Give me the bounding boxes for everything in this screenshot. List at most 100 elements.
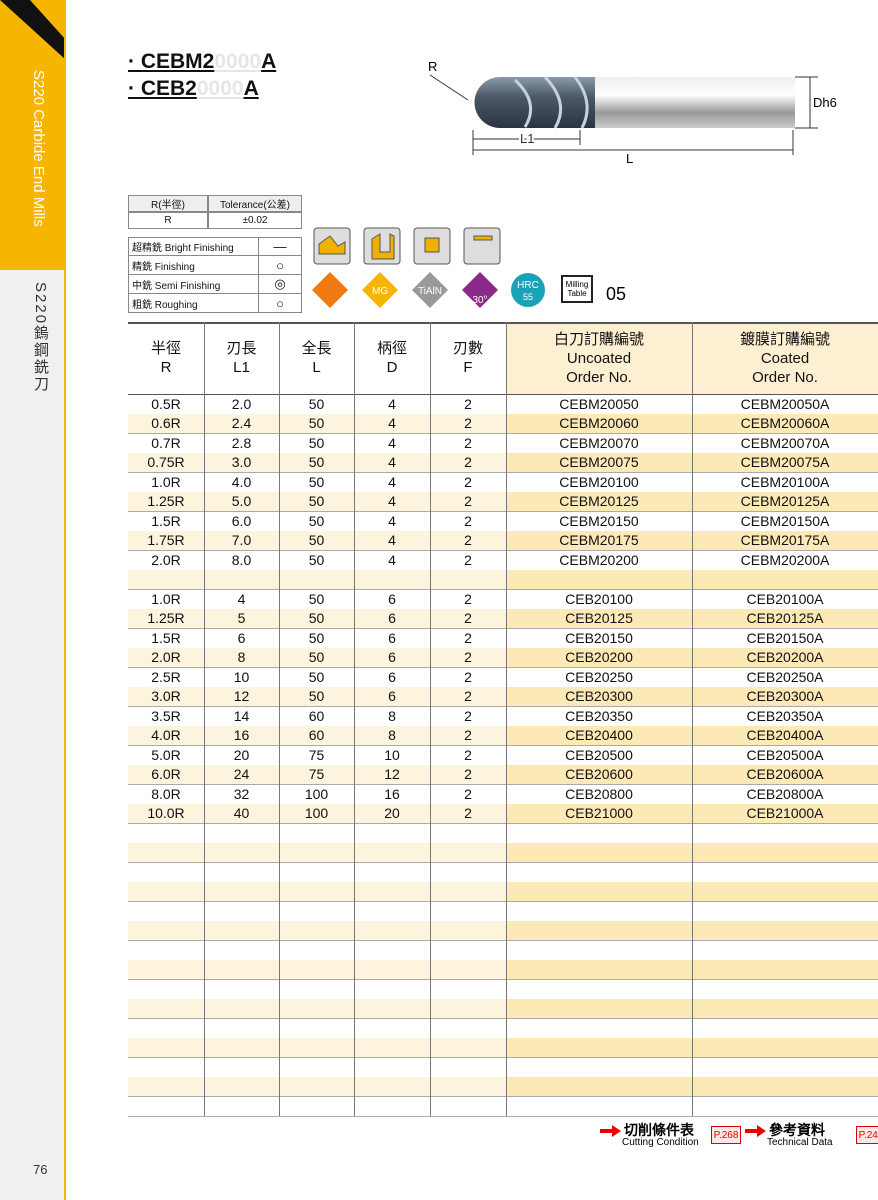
tolerance-cell: Tolerance(公差): [208, 195, 302, 212]
table-cell: 60: [308, 707, 325, 724]
table-cell: 2: [464, 512, 472, 529]
table-cell: 8: [237, 649, 246, 666]
footer-page: P.243: [856, 1126, 878, 1144]
table-cell: 6: [237, 629, 246, 646]
title-part: 0000: [196, 77, 244, 100]
header-top: [128, 322, 878, 324]
table-cell: CEB20250: [565, 668, 633, 685]
table-cell: 2: [464, 590, 472, 607]
header-text: 白刀訂購編號: [553, 330, 644, 348]
table-cell: CEB20350: [565, 707, 633, 724]
table-cell: 1.5R: [151, 512, 181, 529]
table-cell: CEB20200A: [746, 649, 824, 666]
table-cell: 1.5R: [151, 629, 181, 646]
header-text: 全長: [301, 340, 332, 357]
title-part: 0000: [214, 50, 262, 73]
table-cell: 5.0: [231, 493, 252, 510]
table-cell: 6: [388, 629, 396, 646]
row-line: [128, 433, 878, 434]
icon-mg: MG: [372, 286, 388, 297]
table-cell: CEBM20050A: [740, 395, 830, 412]
tool-diagram: R L1 L Dh6: [428, 59, 837, 166]
table-cell: 1.25R: [147, 493, 185, 510]
header-cell: 柄徑 D: [354, 322, 430, 394]
table-cell: 4: [388, 532, 396, 549]
table-cell: 4: [388, 454, 396, 471]
table-cell: 4: [388, 493, 396, 510]
table-cell: CEB20300: [565, 688, 633, 705]
table-cell: 1.25R: [147, 610, 185, 627]
row-line: [128, 862, 878, 863]
table-cell: 20: [384, 805, 400, 822]
table-cell: 4.0: [231, 473, 252, 490]
table-cell: 6.0: [231, 512, 252, 529]
footer-subtitle: Cutting Condition: [622, 1137, 699, 1148]
arrow: [745, 1125, 766, 1137]
row-line: [128, 589, 878, 590]
table-cell: CEB20400A: [746, 727, 824, 744]
title-part: A: [243, 77, 259, 100]
row-line: [128, 667, 878, 668]
row-line: [128, 511, 878, 512]
table-cell: 6: [388, 649, 396, 666]
table-cell: 4: [388, 551, 396, 568]
table-cell: CEB21000A: [746, 805, 824, 822]
row-band: [128, 491, 506, 511]
table-cell: 2: [464, 434, 472, 451]
table-cell: 50: [308, 590, 325, 607]
header-text: Uncoated: [566, 349, 632, 367]
footer-page: P.268: [711, 1126, 741, 1144]
table-cell: 8: [388, 727, 396, 744]
table-cell: 2: [464, 805, 472, 822]
table-cell: 2: [464, 649, 472, 666]
footer-title: 參考資料: [769, 1122, 825, 1138]
label-l: L: [626, 151, 633, 166]
table-cell: CEB20100: [565, 590, 633, 607]
row-line: [128, 550, 878, 551]
tolerance-cell: ±0.02: [208, 212, 302, 229]
table-cell: CEB20250A: [746, 668, 824, 685]
table-cell: 2.5R: [151, 668, 181, 685]
table-cell: 50: [308, 415, 325, 432]
finishing-mark: —: [258, 237, 302, 256]
finishing-label: 超精銑 Bright Finishing: [128, 237, 258, 256]
footer-title: 切削條件表: [624, 1122, 694, 1138]
table-cell: 100: [304, 805, 329, 822]
header-cell: 白刀訂購編號 Uncoated Order No.: [506, 322, 692, 394]
table-cell: 2: [464, 610, 472, 627]
table-cell: 2: [464, 629, 472, 646]
tolerance-cell: R: [128, 212, 208, 229]
table-cell: 2: [464, 532, 472, 549]
header-text: 半徑: [150, 340, 181, 357]
header-text: 柄徑: [376, 340, 407, 357]
icon-table: Table: [567, 289, 587, 298]
page-number: 76: [33, 1162, 48, 1177]
table-cell: 50: [308, 512, 325, 529]
table-cell: CEBM20075: [559, 454, 639, 471]
table-cell: CEB20350A: [746, 707, 824, 724]
header-cell: 刃數 F: [430, 322, 506, 394]
col-line: [204, 322, 205, 1116]
table-cell: 50: [308, 688, 325, 705]
table-cell: CEBM20125A: [740, 493, 830, 510]
table-cell: 8: [388, 707, 396, 724]
finishing-label: 粗銑 Roughing: [128, 294, 258, 313]
table-cell: CEB20150: [565, 629, 633, 646]
row-band: [128, 569, 506, 589]
table-cell: 6: [388, 688, 396, 705]
header-text: 刃數: [452, 340, 483, 357]
row-band: [128, 959, 506, 979]
icon-tialn: TiAlN: [418, 286, 442, 297]
table-cell: 75: [308, 766, 325, 783]
icon-hrc-value: 55: [523, 292, 533, 302]
table-cell: 3.5R: [151, 707, 181, 724]
table-cell: 10.0R: [147, 805, 185, 822]
table-cell: 2.0R: [151, 649, 181, 666]
icon-hrc: HRC: [517, 280, 539, 291]
table-number: 05: [606, 284, 626, 304]
table-cell: CEBM20200: [559, 551, 639, 568]
header-text: Coated: [760, 349, 810, 367]
table-cell: CEBM20100: [559, 473, 639, 490]
table-cell: 12: [233, 688, 250, 705]
